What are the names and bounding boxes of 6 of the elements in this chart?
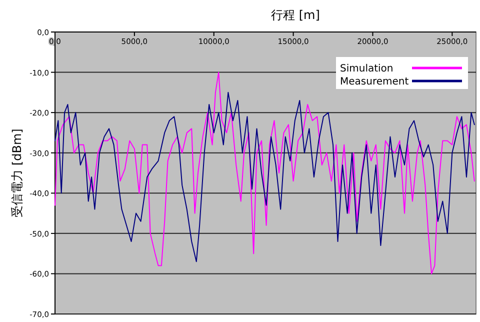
legend-label: Measurement: [340, 76, 409, 88]
legend-label: Simulation: [340, 64, 394, 74]
line-series: [54, 72, 475, 274]
x-axis-title: 行程 [m]: [271, 8, 320, 22]
y-axis-title: 受信電力 [dBm]: [10, 128, 24, 218]
line-series: [54, 92, 475, 262]
